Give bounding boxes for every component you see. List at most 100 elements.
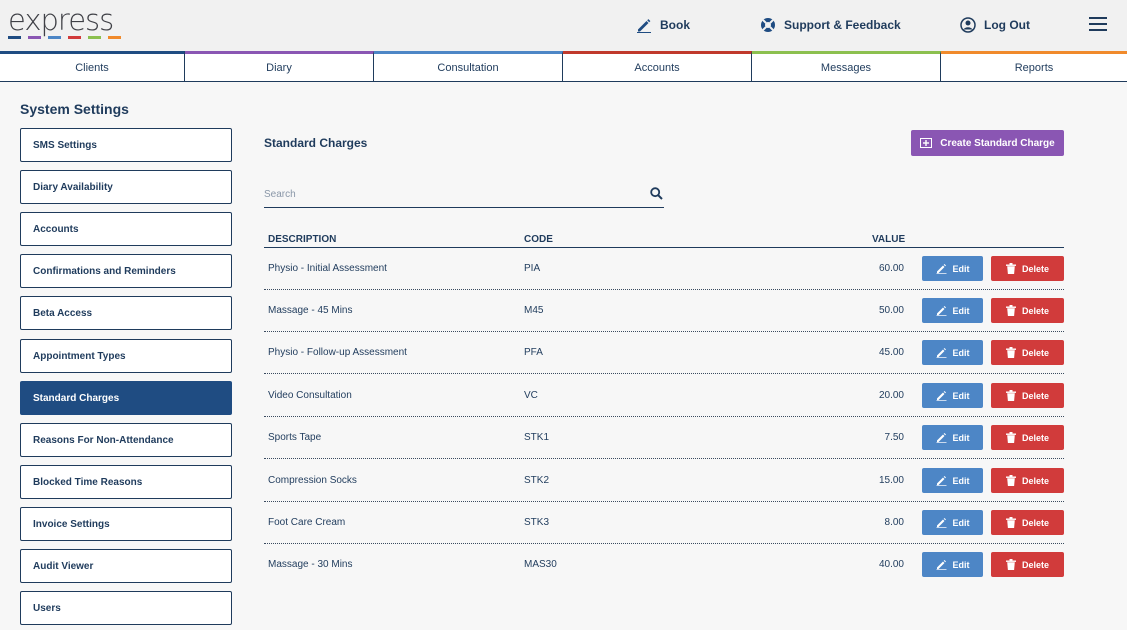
charge-description: Massage - 30 Mins bbox=[268, 559, 353, 570]
book-link[interactable]: Book bbox=[636, 14, 690, 36]
logo-text: express bbox=[8, 3, 114, 37]
delete-button[interactable]: Delete bbox=[991, 383, 1064, 408]
search-input[interactable] bbox=[264, 185, 634, 203]
edit-button[interactable]: Edit bbox=[922, 340, 983, 365]
sidebar-item-label: Diary Availability bbox=[33, 181, 113, 193]
tab-messages-label: Messages bbox=[820, 61, 872, 74]
search-bar bbox=[264, 180, 664, 208]
sidebar-item-label: Invoice Settings bbox=[33, 518, 110, 530]
edit-button[interactable]: Edit bbox=[922, 552, 983, 577]
app-header: express Book Support & Feedback bbox=[0, 0, 1127, 52]
pencil-icon bbox=[936, 348, 946, 358]
sidebar-item-label: Appointment Types bbox=[33, 350, 126, 362]
table-header: DESCRIPTION CODE VALUE bbox=[264, 232, 1064, 248]
trash-icon bbox=[1005, 390, 1016, 401]
delete-label: Delete bbox=[1021, 432, 1049, 443]
sidebar-item-invoice-settings[interactable]: Invoice Settings bbox=[20, 507, 232, 541]
edit-label: Edit bbox=[952, 347, 970, 358]
create-standard-charge-button[interactable]: Create Standard Charge bbox=[911, 130, 1064, 156]
page-title: Standard Charges bbox=[264, 136, 368, 150]
tab-reports-label: Reports bbox=[1014, 61, 1054, 74]
menu-icon[interactable] bbox=[1089, 17, 1107, 31]
delete-button[interactable]: Delete bbox=[991, 552, 1064, 577]
sidebar-item-label: Reasons For Non-Attendance bbox=[33, 434, 174, 446]
log-out-label: Log Out bbox=[984, 18, 1030, 32]
charge-code: STK3 bbox=[524, 517, 550, 528]
column-header-description: DESCRIPTION bbox=[268, 234, 337, 245]
sidebar-item-label: Blocked Time Reasons bbox=[33, 476, 143, 488]
delete-label: Delete bbox=[1021, 263, 1049, 274]
pencil-icon bbox=[936, 306, 946, 316]
search-icon[interactable] bbox=[650, 187, 663, 200]
edit-button[interactable]: Edit bbox=[922, 468, 983, 493]
add-card-icon bbox=[920, 138, 933, 148]
edit-label: Edit bbox=[952, 263, 970, 274]
delete-button[interactable]: Delete bbox=[991, 510, 1064, 535]
edit-label: Edit bbox=[952, 305, 970, 316]
tab-messages[interactable]: Messages bbox=[752, 51, 941, 81]
charge-description: Sports Tape bbox=[268, 432, 322, 443]
delete-button[interactable]: Delete bbox=[991, 425, 1064, 450]
sidebar-item-beta-access[interactable]: Beta Access bbox=[20, 296, 232, 330]
table-row: Massage - 45 Mins M45 50.00 Edit Delete bbox=[264, 290, 1064, 332]
edit-button[interactable]: Edit bbox=[922, 425, 983, 450]
column-header-value: VALUE bbox=[872, 234, 906, 245]
log-out-link[interactable]: Log Out bbox=[960, 14, 1030, 36]
sidebar-item-appointment-types[interactable]: Appointment Types bbox=[20, 339, 232, 373]
trash-icon bbox=[1005, 517, 1016, 528]
tab-accounts-label: Accounts bbox=[634, 61, 680, 74]
trash-icon bbox=[1005, 305, 1016, 316]
table-row: Massage - 30 Mins MAS30 40.00 Edit Delete bbox=[264, 544, 1064, 586]
sidebar-item-label: Audit Viewer bbox=[33, 560, 94, 572]
edit-button[interactable]: Edit bbox=[922, 383, 983, 408]
create-standard-charge-label: Create Standard Charge bbox=[940, 137, 1055, 149]
edit-button[interactable]: Edit bbox=[922, 510, 983, 535]
sidebar-item-standard-charges[interactable]: Standard Charges bbox=[20, 381, 232, 415]
pencil-icon bbox=[936, 560, 946, 570]
trash-icon bbox=[1005, 475, 1016, 486]
delete-button[interactable]: Delete bbox=[991, 256, 1064, 281]
delete-button[interactable]: Delete bbox=[991, 340, 1064, 365]
delete-label: Delete bbox=[1021, 347, 1049, 358]
tab-consultation[interactable]: Consultation bbox=[374, 51, 563, 81]
pencil-icon bbox=[936, 476, 946, 486]
sidebar-item-confirmations-reminders[interactable]: Confirmations and Reminders bbox=[20, 254, 232, 288]
sidebar-item-audit-viewer[interactable]: Audit Viewer bbox=[20, 549, 232, 583]
tab-clients[interactable]: Clients bbox=[0, 51, 185, 81]
sidebar-item-label: Users bbox=[33, 602, 61, 614]
charge-code: M45 bbox=[524, 305, 544, 316]
delete-label: Delete bbox=[1021, 305, 1049, 316]
sidebar-item-label: SMS Settings bbox=[33, 139, 97, 151]
edit-button[interactable]: Edit bbox=[922, 298, 983, 323]
trash-icon bbox=[1005, 432, 1016, 443]
book-label: Book bbox=[660, 18, 690, 32]
logo-color-bars bbox=[8, 36, 124, 40]
sidebar-item-label: Accounts bbox=[33, 223, 79, 235]
lifebuoy-icon bbox=[761, 18, 775, 32]
tab-accounts[interactable]: Accounts bbox=[563, 51, 752, 81]
delete-button[interactable]: Delete bbox=[991, 468, 1064, 493]
trash-icon bbox=[1005, 347, 1016, 358]
pencil-icon bbox=[936, 433, 946, 443]
edit-label: Edit bbox=[952, 517, 970, 528]
edit-label: Edit bbox=[952, 432, 970, 443]
sidebar-item-sms-settings[interactable]: SMS Settings bbox=[20, 128, 232, 162]
sidebar-item-reasons-non-attendance[interactable]: Reasons For Non-Attendance bbox=[20, 423, 232, 457]
sidebar-item-blocked-time-reasons[interactable]: Blocked Time Reasons bbox=[20, 465, 232, 499]
express-logo[interactable]: express bbox=[8, 6, 124, 42]
table-row: Physio - Initial Assessment PIA 60.00 Edit D… bbox=[264, 248, 1064, 290]
sidebar-item-users[interactable]: Users bbox=[20, 591, 232, 625]
support-feedback-link[interactable]: Support & Feedback bbox=[760, 14, 901, 36]
tab-reports[interactable]: Reports bbox=[941, 51, 1127, 81]
delete-button[interactable]: Delete bbox=[991, 298, 1064, 323]
tab-consultation-label: Consultation bbox=[437, 61, 499, 74]
charge-code: VC bbox=[524, 390, 538, 401]
edit-button[interactable]: Edit bbox=[922, 256, 983, 281]
main-tabs: Clients Diary Consultation Accounts Mess… bbox=[0, 51, 1127, 82]
sidebar-item-diary-availability[interactable]: Diary Availability bbox=[20, 170, 232, 204]
pencil-icon bbox=[936, 264, 946, 274]
trash-icon bbox=[1005, 559, 1016, 570]
sidebar-item-accounts[interactable]: Accounts bbox=[20, 212, 232, 246]
charge-code: STK2 bbox=[524, 475, 550, 486]
tab-diary[interactable]: Diary bbox=[185, 51, 374, 81]
